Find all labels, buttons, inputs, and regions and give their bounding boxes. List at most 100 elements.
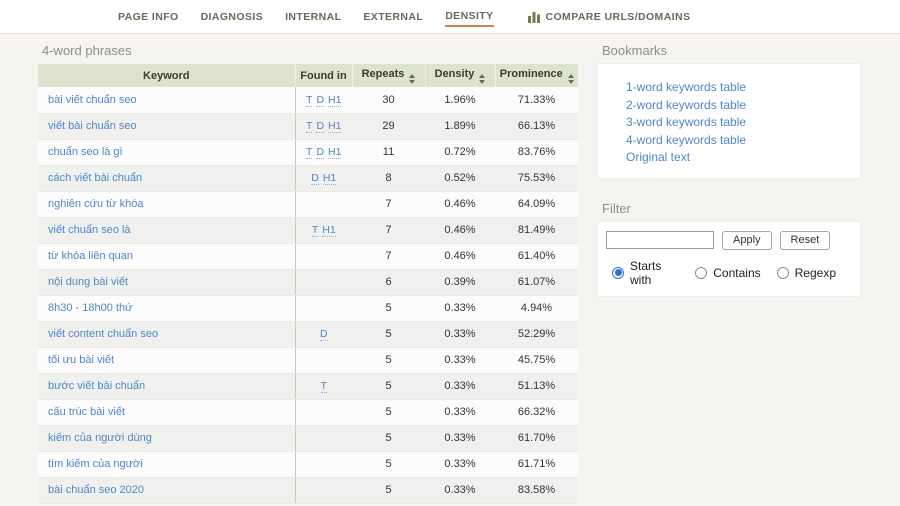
filter-title: Filter — [602, 200, 631, 216]
found-in-link[interactable]: T — [306, 120, 313, 133]
density-cell: 0.46% — [425, 191, 495, 218]
density-cell: 1.96% — [425, 87, 495, 114]
table-row: nghiên cứu từ khóa 7 0.46% 64.09% — [38, 191, 578, 218]
radio-dot — [614, 269, 622, 276]
found-in-cell — [295, 425, 352, 452]
tab-page-info[interactable]: PAGE INFO — [118, 11, 179, 23]
keyword-cell: bài viết chuẩn seo — [38, 87, 296, 114]
filter-mode-label: Starts with — [630, 258, 662, 287]
prominence-cell: 61.40% — [495, 243, 578, 270]
tab-diagnosis[interactable]: DIAGNOSIS — [200, 11, 264, 23]
found-in-link[interactable]: D — [311, 172, 319, 185]
filter-input[interactable] — [606, 231, 714, 249]
keyword-link[interactable]: viết bài chuẩn seo — [48, 120, 137, 132]
tab-internal[interactable]: INTERNAL — [285, 11, 342, 23]
sidebar: Bookmarks 1-word keywords table 2-word ke… — [598, 44, 860, 504]
keyword-link[interactable]: nghiên cứu từ khóa — [48, 198, 144, 210]
keyword-link[interactable]: bước viết bài chuẩn — [48, 380, 146, 392]
found-in-link[interactable]: H1 — [328, 93, 342, 107]
density-cell: 0.33% — [425, 477, 495, 504]
keyword-link[interactable]: tìm kiếm của người — [48, 458, 143, 470]
filter-mode-option[interactable]: Regexp — [776, 266, 836, 280]
keyword-link[interactable]: viết chuẩn seo là — [48, 224, 131, 236]
density-cell: 0.39% — [425, 269, 495, 296]
prominence-cell: 71.33% — [495, 87, 578, 114]
keyword-cell: viết bài chuẩn seo — [38, 113, 296, 140]
keyword-link[interactable]: bài viết chuẩn seo — [48, 93, 137, 106]
density-cell: 0.33% — [425, 425, 495, 452]
found-in-link[interactable]: T — [306, 146, 313, 159]
repeats-cell: 5 — [352, 399, 425, 426]
radio-button-icon[interactable] — [612, 266, 624, 279]
found-in-cell: T D H1 — [295, 87, 352, 114]
keyword-cell: từ khóa liên quan — [38, 243, 296, 270]
density-cell: 1.89% — [425, 113, 495, 140]
found-in-link[interactable]: H1 — [328, 120, 342, 133]
keyword-link[interactable]: cách viết bài chuẩn — [48, 172, 143, 184]
sort-repeats-icon[interactable] — [409, 73, 416, 84]
table-row: tối ưu bài viết 5 0.33% 45.75% — [38, 347, 578, 374]
sort-prominence-icon[interactable] — [567, 73, 574, 84]
keyword-link[interactable]: 8h30 - 18h00 thứ — [48, 302, 133, 314]
filter-controls: Apply Reset — [606, 230, 852, 250]
found-in-link[interactable]: H1 — [328, 146, 342, 159]
radio-button-icon[interactable] — [695, 266, 708, 279]
tab-density[interactable]: DENSITY — [445, 6, 494, 27]
filter-box: Apply Reset Starts with Contains Regexp — [598, 221, 860, 296]
prominence-cell: 51.13% — [495, 373, 578, 400]
density-cell: 0.33% — [425, 373, 495, 400]
keyword-link[interactable]: từ khóa liên quan — [48, 250, 134, 262]
repeats-cell: 8 — [352, 165, 425, 192]
column-header-found-in: Found in — [295, 64, 353, 87]
found-in-link[interactable]: D — [316, 120, 325, 133]
found-in-link[interactable]: H1 — [322, 172, 337, 185]
tab-compare-urls-domains[interactable]: COMPARE URLS/DOMAINS — [527, 7, 691, 26]
tab-external[interactable]: EXTERNAL — [363, 11, 424, 23]
found-in-cell: T H1 — [295, 217, 352, 244]
found-in-link[interactable]: T — [320, 380, 327, 393]
filter-mode-option[interactable]: Starts with — [612, 259, 679, 287]
phrases-section: 4-word phrases Keyword Found in Repeats … — [38, 44, 578, 504]
keyword-link[interactable]: nội dung bài viết — [48, 276, 129, 288]
found-in-link[interactable]: D — [319, 328, 328, 341]
keyword-table-body: bài viết chuẩn seo T D H1 30 1.96% 71.33% viết … — [38, 87, 578, 504]
found-in-cell: D — [295, 321, 352, 348]
keyword-link[interactable]: cấu trúc bài viết — [48, 406, 126, 418]
repeats-cell: 6 — [352, 269, 425, 296]
found-in-link[interactable]: T — [306, 93, 313, 107]
keyword-cell: viết content chuẩn seo — [38, 321, 296, 348]
bookmark-link[interactable]: 4-word keywords table — [626, 132, 747, 147]
table-row: tìm kiếm của người 5 0.33% 61.71% — [38, 451, 578, 478]
keyword-cell: bước viết bài chuẩn — [38, 373, 296, 400]
found-in-cell — [295, 295, 352, 322]
bookmark-link[interactable]: 2-word keywords table — [626, 97, 747, 112]
found-in-link[interactable]: T — [311, 224, 319, 237]
found-in-link[interactable]: H1 — [322, 224, 336, 237]
repeats-cell: 5 — [352, 425, 425, 452]
keyword-cell: kiếm của người dùng — [38, 425, 296, 452]
sort-density-icon[interactable] — [479, 73, 486, 84]
keyword-link[interactable]: bài chuẩn seo 2020 — [48, 484, 145, 496]
keyword-link[interactable]: tối ưu bài viết — [48, 354, 115, 366]
keyword-link[interactable]: viết content chuẩn seo — [48, 328, 159, 340]
column-header-prominence: Prominence — [495, 64, 578, 87]
keyword-cell: nghiên cứu từ khóa — [38, 191, 296, 218]
keyword-link[interactable]: chuẩn seo là gì — [48, 146, 123, 158]
filter-mode-option[interactable]: Contains — [695, 266, 761, 280]
table-row: viết content chuẩn seo D 5 0.33% 52.29% — [38, 321, 578, 348]
bookmark-link[interactable]: 1-word keywords table — [626, 80, 747, 94]
density-cell: 0.33% — [425, 399, 495, 426]
bookmark-link[interactable]: Original text — [626, 150, 691, 164]
apply-button[interactable]: Apply — [722, 230, 772, 250]
found-in-cell — [295, 451, 352, 478]
prominence-cell: 61.70% — [495, 425, 578, 452]
reset-button[interactable]: Reset — [779, 230, 831, 250]
compare-label: COMPARE URLS/DOMAINS — [545, 11, 691, 23]
found-in-cell — [295, 399, 352, 426]
keyword-link[interactable]: kiếm của người dùng — [48, 432, 152, 444]
found-in-link[interactable]: D — [316, 93, 325, 107]
radio-button-icon[interactable] — [776, 266, 789, 279]
bookmark-link[interactable]: 3-word keywords table — [626, 115, 747, 129]
found-in-link[interactable]: D — [316, 146, 325, 159]
table-row: bước viết bài chuẩn T 5 0.33% 51.13% — [38, 373, 578, 400]
